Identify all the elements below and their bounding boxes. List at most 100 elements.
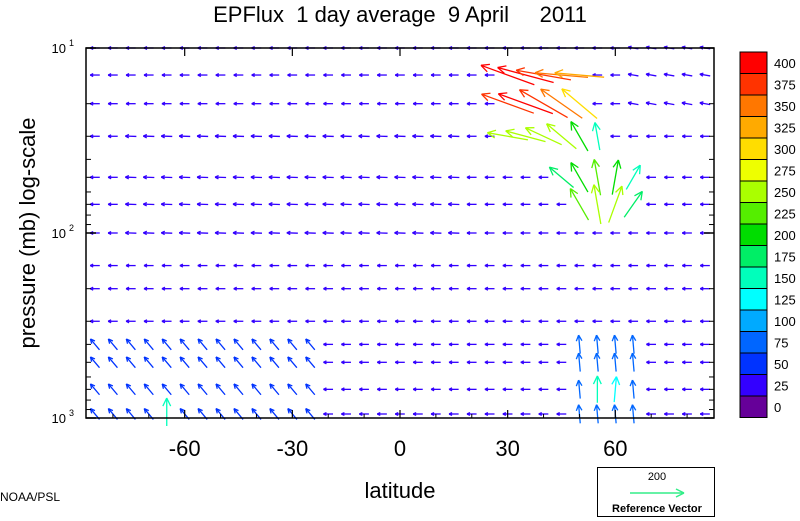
flux-vector (502, 360, 513, 365)
flux-vector (251, 101, 262, 106)
flux-vector-strong (497, 92, 554, 115)
flux-vector-strong (518, 89, 568, 119)
flux-vector (466, 202, 477, 207)
flux-vector-strong (162, 397, 172, 426)
flux-vector (269, 263, 280, 268)
flux-vector (215, 263, 226, 268)
flux-vector (178, 230, 191, 236)
flux-vector (89, 175, 100, 180)
flux-vector (430, 133, 442, 139)
flux-vector (520, 230, 531, 236)
flux-vector (593, 404, 601, 424)
flux-vector (215, 319, 226, 324)
flux-vector (466, 101, 477, 106)
flux-vector (394, 387, 405, 392)
flux-vector (341, 411, 351, 417)
flux-vector-strong (590, 184, 602, 225)
flux-vector (197, 101, 208, 106)
flux-vector (664, 134, 674, 139)
colorbar-label: 25 (774, 378, 788, 393)
flux-vector (448, 230, 460, 236)
flux-vector (341, 360, 351, 365)
flux-vector (269, 72, 280, 78)
y-tick-label: 10 (52, 41, 66, 56)
flux-vector (376, 387, 387, 392)
flux-vector (89, 356, 101, 369)
flux-vector (664, 175, 674, 180)
flux-vector (125, 101, 136, 106)
colorbar-swatch (739, 352, 768, 375)
flux-vector (448, 101, 459, 106)
flux-vector (269, 319, 280, 324)
flux-vector (340, 201, 352, 207)
flux-vector (628, 319, 639, 324)
colorbar-swatch (739, 94, 768, 117)
colorbar-label: 0 (774, 400, 781, 415)
colorbar-swatch (739, 159, 768, 182)
flux-vector (269, 101, 280, 106)
flux-vector (323, 72, 334, 78)
flux-vector (107, 101, 118, 106)
colorbar-swatch (739, 137, 768, 160)
colorbar-label: 50 (774, 357, 788, 372)
flux-vector (466, 230, 477, 236)
flux-vector (646, 360, 656, 365)
flux-vector (143, 263, 154, 268)
flux-vector (251, 356, 262, 369)
flux-vector (196, 174, 209, 180)
flux-vector (610, 263, 621, 268)
flux-vector (323, 360, 334, 365)
flux-vector (359, 101, 369, 106)
flux-vector (448, 72, 459, 78)
flux-vector (340, 230, 352, 236)
flux-vector (107, 202, 118, 207)
flux-vector (322, 174, 334, 180)
flux-vector (628, 263, 639, 268)
flux-vector (304, 174, 316, 180)
flux-vector (520, 286, 531, 291)
flux-vector (466, 134, 477, 139)
flux-vector (484, 342, 495, 347)
flux-vector (287, 383, 298, 396)
flux-vector (250, 174, 262, 180)
flux-vector (466, 263, 477, 268)
flux-vector (484, 319, 495, 324)
flux-vector (305, 72, 316, 78)
flux-vector (232, 230, 245, 236)
flux-vector (556, 319, 567, 324)
flux-vector (268, 174, 280, 180)
flux-vector (179, 383, 190, 396)
colorbar-label: 325 (774, 120, 796, 135)
flux-vector (142, 201, 155, 207)
flux-vector (484, 72, 495, 78)
flux-vector (484, 101, 495, 106)
flux-vector (142, 230, 155, 236)
flux-vector (556, 411, 567, 417)
flux-vector (89, 319, 100, 324)
flux-vector (286, 133, 298, 139)
flux-vector (376, 230, 388, 236)
flux-vector (646, 134, 656, 139)
flux-vector (430, 387, 441, 392)
flux-vector (89, 134, 100, 139)
x-tick-label: 60 (603, 436, 627, 461)
flux-vector (214, 201, 227, 207)
flux-vector (412, 101, 423, 106)
flux-vector (430, 319, 441, 324)
flux-vector (484, 230, 495, 236)
flux-vector (305, 101, 316, 106)
flux-vector (197, 383, 208, 396)
flux-vector (341, 101, 351, 106)
flux-vector (287, 101, 298, 106)
flux-vector (160, 230, 173, 236)
flux-vector (341, 263, 351, 268)
flux-vector (143, 101, 154, 106)
colorbar-label: 100 (774, 314, 796, 329)
flux-vector-strong (481, 92, 535, 114)
flux-vector (341, 286, 351, 291)
credit-text: NOAA/PSL (0, 490, 61, 504)
flux-vector (196, 230, 209, 236)
flux-vector (394, 263, 405, 268)
flux-vector (520, 360, 531, 365)
